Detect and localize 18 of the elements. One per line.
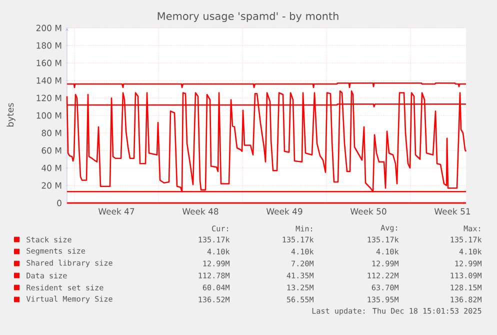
y-tick-label: 120 M	[36, 94, 62, 102]
y-tick-label: 140 M	[36, 77, 62, 84]
x-tick-label: Week 47	[98, 208, 134, 215]
y-tick-label: 180 M	[36, 42, 62, 49]
x-tick-label: Week 49	[266, 208, 302, 215]
x-tick-label: Week 51	[434, 208, 470, 215]
y-tick-label: 60 M	[42, 147, 62, 154]
y-tick-label: 40 M	[42, 164, 62, 172]
x-tick-label: Week 50	[350, 208, 386, 215]
y-tick-label: 80 M	[42, 130, 62, 136]
chart-title: Memory usage 'spamd' - by month	[158, 12, 338, 22]
y-axis-title: bytes	[6, 103, 16, 127]
x-tick-label: Week 48	[182, 208, 218, 215]
y-tick-label: 100 M	[36, 112, 62, 119]
y-tick-label: 0	[57, 200, 62, 206]
y-tick-label: 160 M	[36, 60, 62, 66]
y-tick-label: 20 M	[42, 182, 62, 189]
y-tick-label: 200 M	[36, 24, 62, 32]
